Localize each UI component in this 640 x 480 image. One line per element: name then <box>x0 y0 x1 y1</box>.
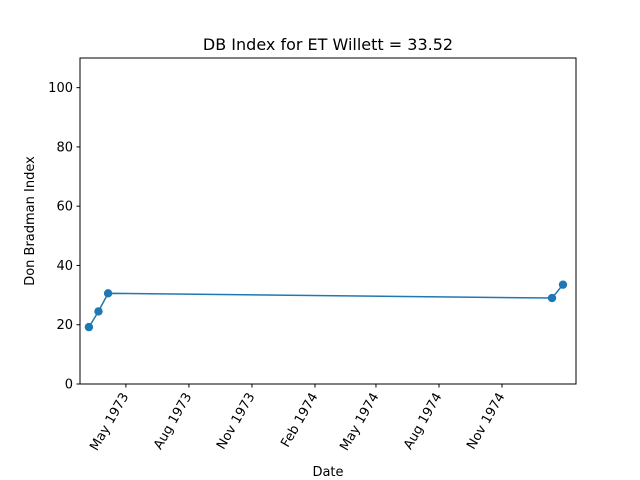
data-point <box>94 307 103 316</box>
chart-title: DB Index for ET Willett = 33.52 <box>203 35 453 54</box>
y-tick-label: 20 <box>56 318 73 333</box>
data-point <box>103 289 113 298</box>
y-axis-label: Don Bradman Index <box>23 156 38 286</box>
y-tick-label: 40 <box>56 259 73 274</box>
data-point <box>547 293 557 303</box>
y-tick-label: 80 <box>56 140 73 155</box>
y-tick-label: 0 <box>65 378 73 393</box>
data-point <box>84 322 94 332</box>
y-tick-label: 60 <box>56 200 73 215</box>
data-point <box>558 280 568 289</box>
y-tick-label: 100 <box>48 81 73 96</box>
plot-frame <box>79 57 577 385</box>
x-axis-label: Date <box>312 465 343 480</box>
